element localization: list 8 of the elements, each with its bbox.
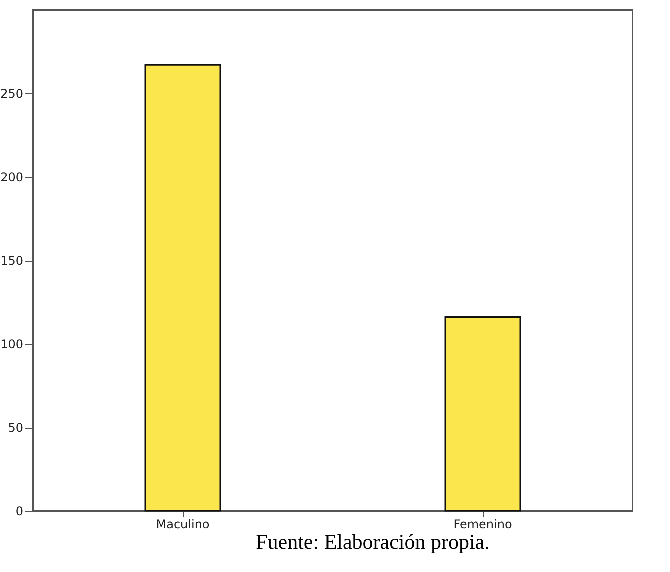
x-tick-label: Femenino xyxy=(454,518,512,532)
x-tick-label: Maculino xyxy=(156,518,210,532)
y-tick-label: 100 xyxy=(0,338,24,352)
y-tick-label: 250 xyxy=(0,87,24,101)
y-tick-label: 150 xyxy=(0,254,24,268)
y-tick-label: 50 xyxy=(8,421,24,435)
y-tick-label: 0 xyxy=(16,504,24,518)
y-tick-label: 200 xyxy=(0,170,24,184)
